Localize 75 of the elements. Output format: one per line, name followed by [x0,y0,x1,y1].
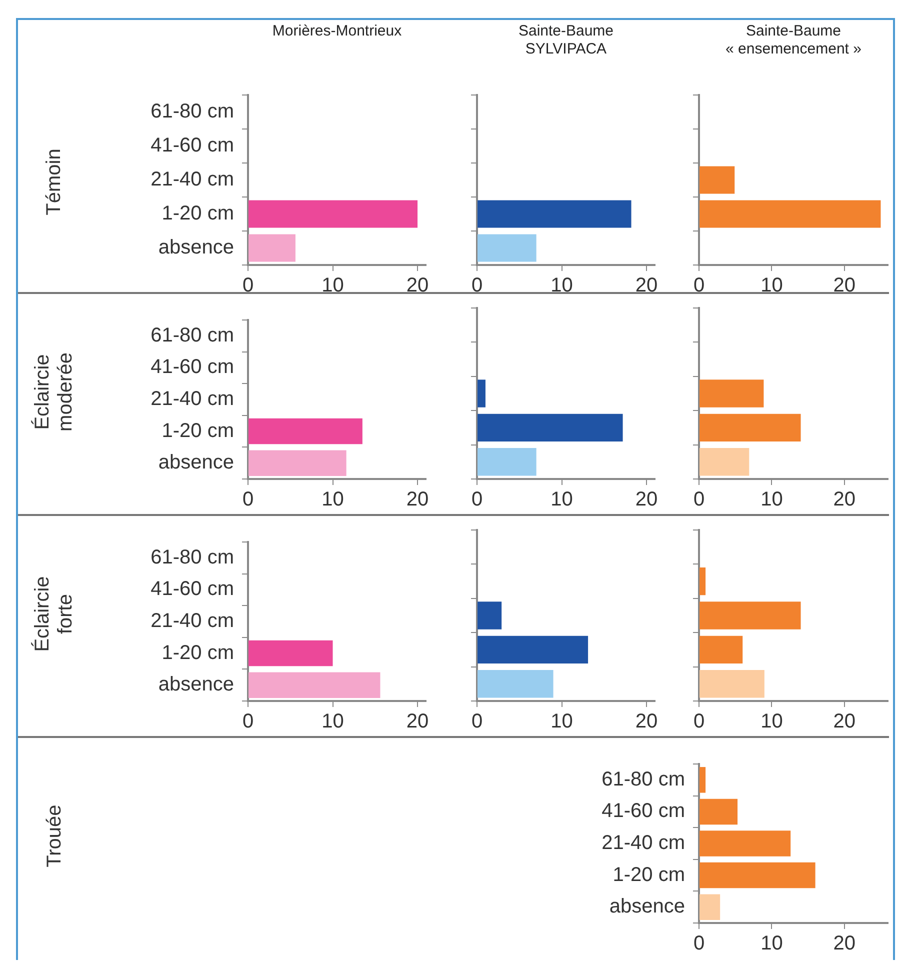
bar [478,448,536,476]
bar [700,636,743,664]
x-tick-label: 0 [471,274,483,297]
bar [478,380,486,408]
y-tick-label: 21-40 cm [150,388,234,410]
chart-title: Sainte-Baume SYLVIPACA [518,22,614,58]
x-tick-label: 20 [406,488,429,511]
bar [700,894,720,920]
x-tick-label: 20 [635,710,658,733]
x-tick-label: 10 [760,274,783,297]
y-tick-label: 41-60 cm [150,578,234,600]
y-tick-label: 1-20 cm [162,202,234,225]
y-tick-label: 1-20 cm [162,420,234,442]
bar [700,798,738,825]
bar [478,636,588,664]
y-tick-label: 61-80 cm [602,768,685,790]
y-axis-title: Trouée [42,804,66,867]
y-tick-label: 21-40 cm [150,610,234,632]
bar [478,670,554,698]
x-tick-label: 0 [471,488,483,511]
x-tick-label: 20 [635,274,658,297]
bar [478,414,623,442]
x-tick-label: 10 [550,710,573,733]
x-tick-label: 10 [760,710,783,733]
bar [700,830,791,856]
chart-title: Morières-Montrieux [272,22,402,40]
y-tick-label: 41-60 cm [602,800,685,822]
bar [700,602,801,630]
x-tick-label: 0 [242,488,254,511]
y-tick-label: absence [609,896,685,918]
bar [700,862,816,888]
x-tick-label: 10 [550,274,573,297]
bar [700,380,764,408]
x-tick-label: 10 [760,488,783,511]
x-tick-label: 0 [693,710,705,733]
y-axis-title: Éclaircie forte [31,576,77,652]
y-tick-label: 1-20 cm [162,642,234,664]
x-tick-label: 20 [833,488,856,511]
x-tick-label: 20 [406,710,429,733]
x-tick-label: 0 [471,710,483,733]
x-tick-label: 0 [693,274,705,297]
bar [700,414,801,442]
x-tick-label: 0 [242,274,254,297]
y-axis-title: Témoin [42,148,66,216]
chart-title: Sainte-Baume « ensemencement » [726,22,862,58]
x-tick-label: 0 [693,932,705,955]
x-tick-label: 20 [406,274,429,297]
bar [700,670,764,698]
x-tick-label: 0 [693,488,705,511]
x-tick-label: 20 [833,274,856,297]
x-tick-label: 10 [322,274,344,297]
y-tick-label: 41-60 cm [150,134,234,157]
x-tick-label: 20 [635,488,658,511]
y-tick-label: 21-40 cm [602,832,685,854]
y-tick-label: absence [158,452,234,474]
y-axis-title: Éclaircie moderée [31,352,77,431]
x-tick-label: 10 [322,710,344,733]
x-tick-label: 10 [550,488,573,511]
y-tick-label: 61-80 cm [150,324,234,346]
bar [700,567,706,596]
y-tick-label: absence [158,236,234,259]
x-tick-label: 10 [322,488,344,511]
y-tick-label: 21-40 cm [150,168,234,191]
x-tick-label: 20 [833,710,856,733]
bar [700,448,750,476]
bar [478,602,502,630]
y-tick-label: 41-60 cm [150,356,234,378]
y-tick-label: absence [158,674,234,696]
y-tick-label: 1-20 cm [612,864,685,886]
y-tick-label: 61-80 cm [150,546,234,568]
x-tick-label: 10 [760,932,783,955]
bar [700,767,706,793]
x-tick-label: 20 [833,932,856,955]
x-tick-label: 0 [242,710,254,733]
y-tick-label: 61-80 cm [150,100,234,123]
